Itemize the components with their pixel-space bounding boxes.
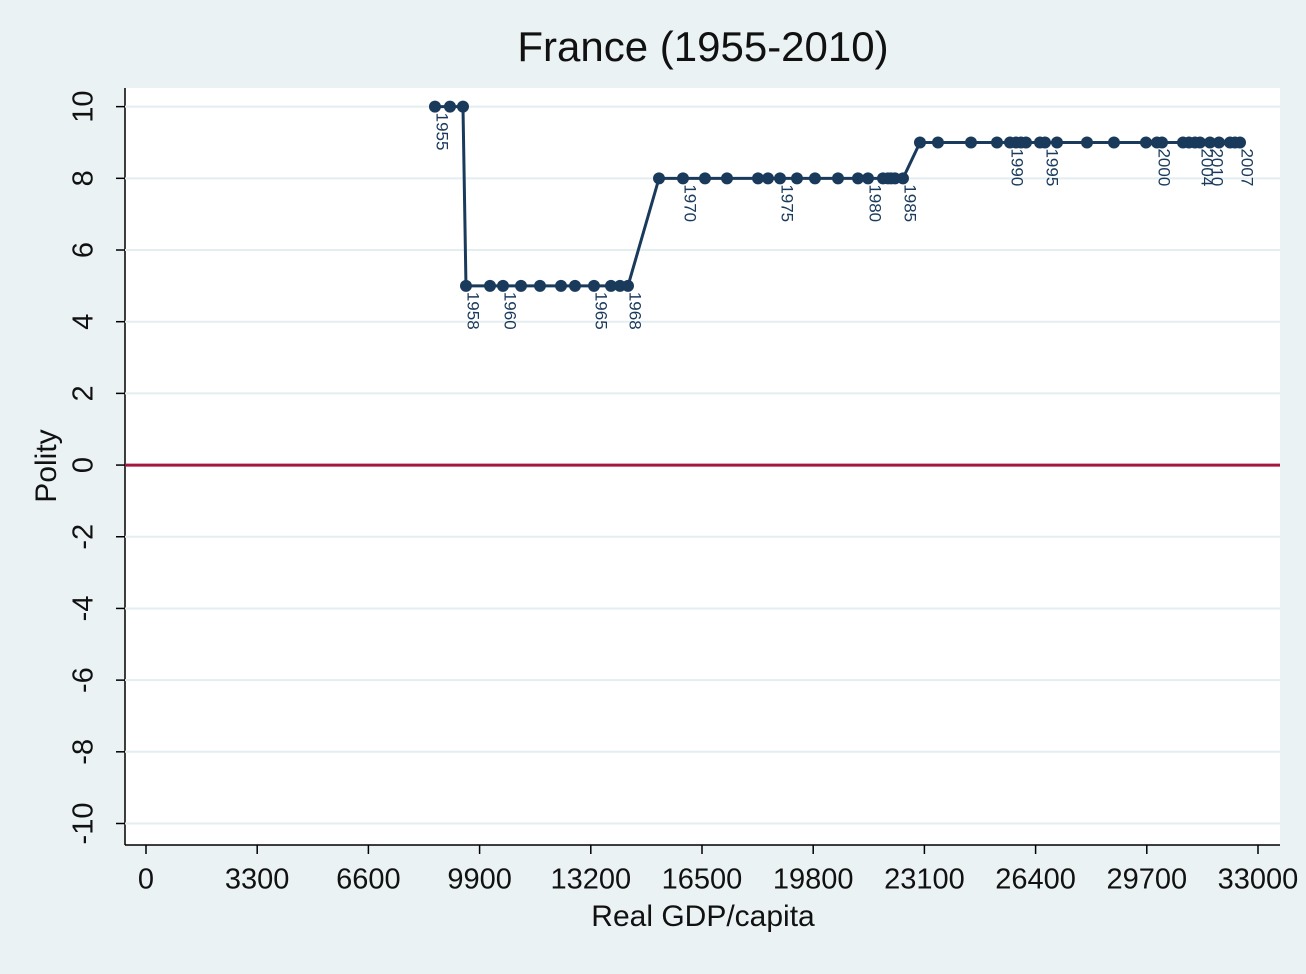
y-tick-label: 4: [68, 314, 100, 330]
point-label: 1995: [1043, 148, 1062, 186]
y-tick-label: -4: [68, 596, 100, 622]
y-tick-label: -6: [68, 667, 100, 693]
point: [456, 100, 469, 113]
y-tick-label: -10: [68, 803, 100, 845]
x-tick-label: 3300: [225, 864, 290, 896]
x-tick-label: 0: [138, 864, 154, 896]
chart-title: France (1955-2010): [517, 23, 888, 70]
point-label: 1970: [681, 184, 700, 222]
x-tick-label: 13200: [550, 864, 631, 896]
point: [861, 172, 874, 185]
point-label: 1980: [866, 184, 885, 222]
y-tick-label: 6: [68, 242, 100, 258]
point-label: 1975: [778, 184, 797, 222]
x-tick-label: 26400: [995, 864, 1076, 896]
point: [484, 279, 497, 292]
point: [808, 172, 821, 185]
point-label: 1965: [592, 292, 611, 330]
point: [1019, 136, 1032, 149]
x-tick-label: 9900: [447, 864, 512, 896]
point: [515, 279, 528, 292]
x-tick-label: 29700: [1106, 864, 1187, 896]
point: [761, 172, 774, 185]
point: [587, 279, 600, 292]
y-tick-label: 2: [68, 385, 100, 401]
point: [990, 136, 1003, 149]
point: [1139, 136, 1152, 149]
point: [621, 279, 634, 292]
point: [790, 172, 803, 185]
point-label: 1960: [500, 292, 519, 330]
point: [676, 172, 689, 185]
point: [720, 172, 733, 185]
x-tick-label: 19800: [773, 864, 854, 896]
point-label: 1990: [1008, 148, 1027, 186]
point: [1228, 136, 1241, 149]
y-tick-label: 0: [68, 457, 100, 473]
y-axis-label: Polity: [30, 429, 63, 502]
point-label: 1985: [901, 184, 920, 222]
point: [1107, 136, 1120, 149]
point-label: 2010: [1207, 148, 1226, 186]
point: [1212, 136, 1225, 149]
x-axis-label: Real GDP/capita: [591, 900, 815, 933]
y-tick-label: -8: [68, 739, 100, 765]
point: [1050, 136, 1063, 149]
point: [496, 279, 509, 292]
point: [1203, 136, 1216, 149]
point: [913, 136, 926, 149]
point-label: 2007: [1238, 148, 1257, 186]
point: [604, 279, 617, 292]
point: [533, 279, 546, 292]
y-tick-label: 8: [68, 170, 100, 186]
point: [1188, 136, 1201, 149]
point: [831, 172, 844, 185]
point: [751, 172, 764, 185]
point: [568, 279, 581, 292]
point: [931, 136, 944, 149]
point: [698, 172, 711, 185]
point: [1155, 136, 1168, 149]
point: [459, 279, 472, 292]
point: [774, 172, 787, 185]
point: [896, 172, 909, 185]
x-tick-label: 33000: [1218, 864, 1299, 896]
point: [652, 172, 665, 185]
x-tick-label: 6600: [336, 864, 401, 896]
point: [443, 100, 456, 113]
point-label: 2000: [1154, 148, 1173, 186]
point-label: 2004: [1198, 148, 1217, 186]
x-tick-label: 23100: [884, 864, 965, 896]
point-label: 1968: [626, 292, 645, 330]
point: [555, 279, 568, 292]
point: [1038, 136, 1051, 149]
point-label: 1958: [463, 292, 482, 330]
point: [428, 100, 441, 113]
y-tick-label: 10: [68, 91, 100, 123]
y-tick-label: -2: [68, 524, 100, 550]
point: [1080, 136, 1093, 149]
point: [964, 136, 977, 149]
x-tick-label: 16500: [662, 864, 743, 896]
point: [851, 172, 864, 185]
point-label: 1955: [432, 113, 451, 151]
